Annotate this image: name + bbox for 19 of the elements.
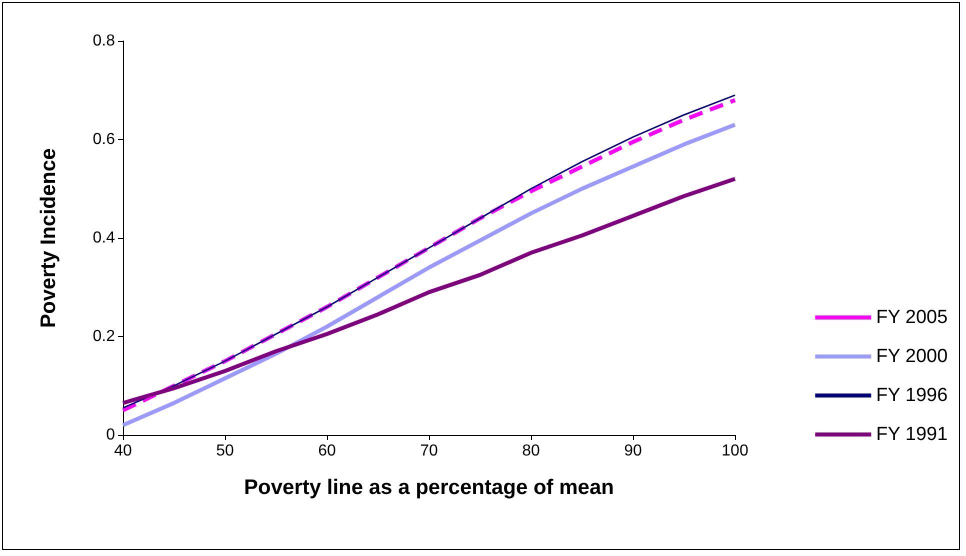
- x-tick-label: 70: [420, 442, 438, 460]
- x-tick-label: 90: [624, 442, 642, 460]
- x-tick-label: 60: [318, 442, 336, 460]
- x-tick-label: 100: [722, 442, 748, 460]
- legend-label: FY 1996: [876, 385, 948, 406]
- legend-label: FY 1991: [876, 424, 948, 445]
- y-tick-label: 0.8: [92, 32, 116, 50]
- y-tick-label: 0.4: [92, 230, 116, 246]
- y-axis-title: Poverty Incidence: [37, 148, 60, 328]
- x-tick-label: 50: [216, 442, 234, 460]
- y-tick-label: 0.6: [92, 131, 116, 148]
- line-series: [121, 176, 737, 405]
- x-tick-label: 80: [522, 442, 540, 460]
- legend-label: FY 2005: [876, 307, 948, 328]
- legend-label: FY 2000: [876, 346, 948, 367]
- x-tick-label: 40: [114, 442, 132, 460]
- x-axis-title: Poverty line as a percentage of mean: [244, 476, 614, 499]
- y-tick-label: 0: [106, 426, 116, 444]
- y-tick-label: 0.2: [92, 328, 116, 345]
